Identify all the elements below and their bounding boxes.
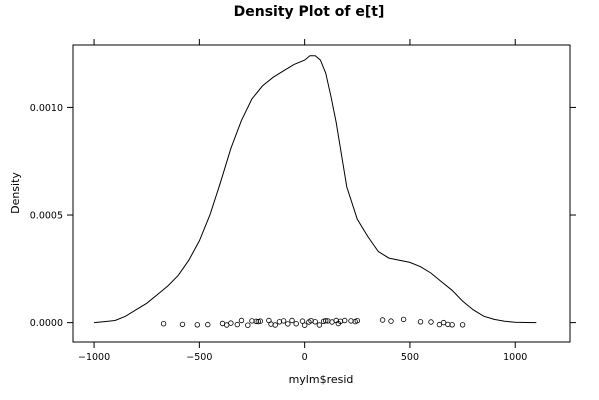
- rug-point: [459, 322, 466, 328]
- rug-point: [245, 322, 251, 328]
- rug-point: [400, 316, 407, 323]
- density-curve: [94, 55, 537, 324]
- axis-ticks: −1000 −500 0 500 1000 0.0000 0.0005 0.0010: [30, 39, 576, 363]
- rug-point: [342, 317, 348, 324]
- y-tick-label: 0.0010: [30, 103, 63, 114]
- rug-point: [255, 318, 261, 325]
- x-tick-label: 0: [302, 352, 308, 363]
- rug-point: [388, 318, 394, 324]
- rug-point: [302, 322, 308, 328]
- rug-point: [312, 319, 318, 325]
- rug-point: [228, 320, 234, 326]
- rug-point: [280, 318, 287, 324]
- plot-frame: [72, 44, 571, 343]
- x-tick-label: −1000: [78, 352, 110, 363]
- chart-title: Density Plot of e[t]: [234, 4, 385, 20]
- x-axis-label: mylm$resid: [289, 373, 354, 386]
- rug-point: [428, 319, 434, 325]
- rug-point: [316, 322, 323, 328]
- rug-point: [234, 321, 240, 328]
- x-tick-label: −500: [186, 352, 212, 363]
- rug-points: [160, 316, 466, 328]
- rug-point: [354, 318, 360, 324]
- rug-point: [417, 319, 424, 325]
- rug-point: [179, 321, 186, 328]
- rug-point: [323, 318, 329, 324]
- rug-point: [160, 321, 167, 327]
- x-tick-label: 1000: [503, 352, 527, 363]
- rug-point: [257, 318, 264, 324]
- x-tick-label: 500: [401, 352, 419, 363]
- rug-point: [194, 322, 200, 328]
- rug-point: [238, 317, 245, 324]
- y-tick-label: 0.0000: [30, 318, 63, 329]
- rug-point: [379, 317, 386, 323]
- rug-point: [285, 321, 291, 327]
- rug-point: [293, 321, 299, 327]
- y-axis-label: Density: [9, 172, 22, 214]
- rug-point: [272, 322, 278, 328]
- rug-point: [205, 321, 211, 328]
- rug-point: [436, 321, 443, 328]
- rug-point: [289, 317, 295, 324]
- y-tick-label: 0.0005: [30, 211, 63, 222]
- rug-point: [299, 318, 306, 324]
- rug-point: [449, 322, 455, 328]
